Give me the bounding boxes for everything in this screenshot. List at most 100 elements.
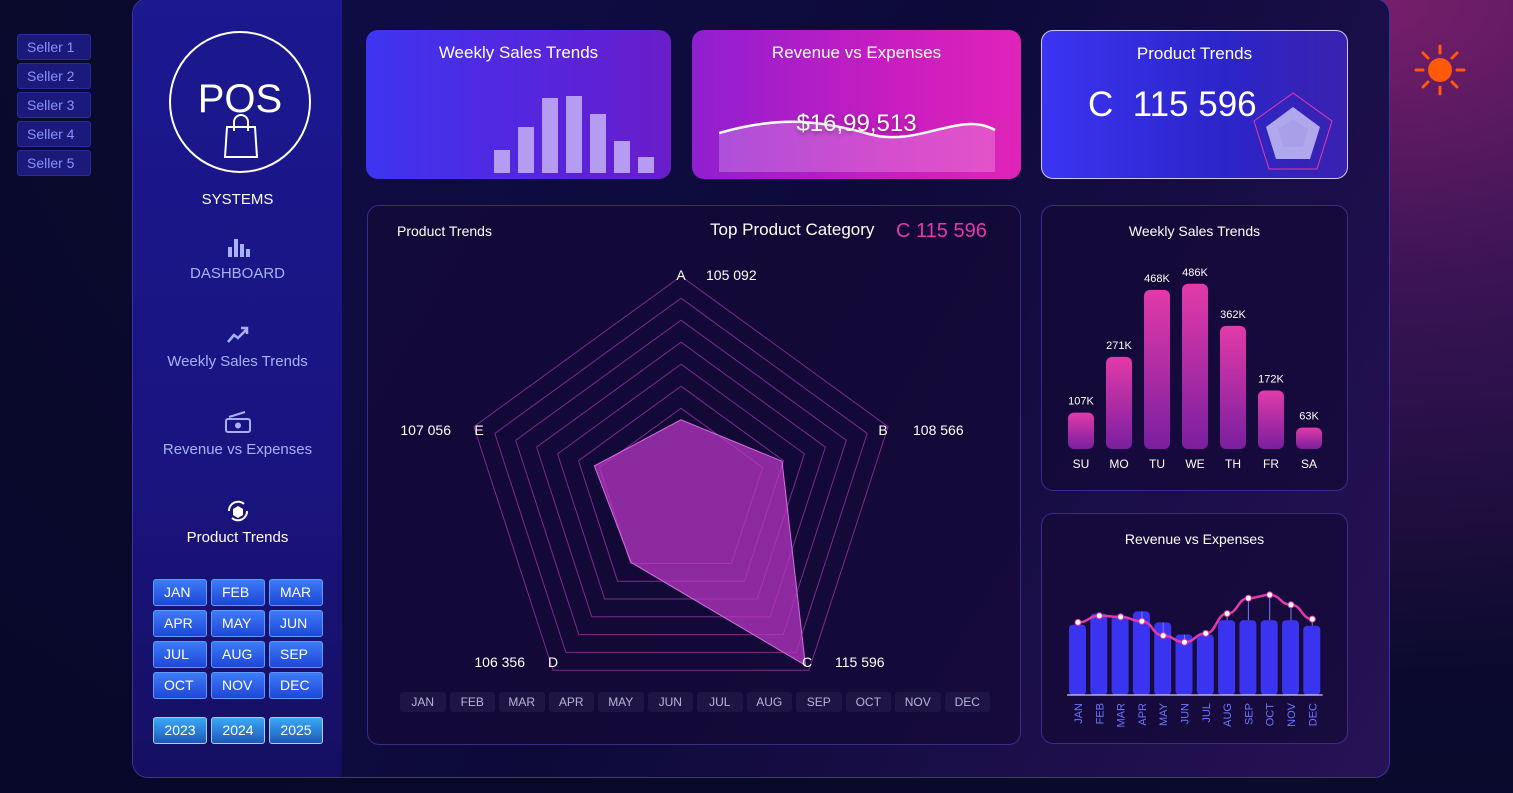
year-2024-button[interactable]: 2024 xyxy=(211,717,265,744)
radar-category-label: A xyxy=(676,267,686,283)
trend-up-icon xyxy=(226,326,248,343)
radar-panel-title: Product Trends xyxy=(397,223,492,239)
weekly-bar xyxy=(1220,325,1246,449)
revenue-card[interactable]: Revenue vs Expenses $16,99,513 xyxy=(692,30,1021,179)
month-jun-button[interactable]: JUN xyxy=(269,610,323,637)
strip-month-oct[interactable]: OCT xyxy=(845,692,891,712)
revexp-bar xyxy=(1218,620,1236,695)
nav-product-trends-label: Product Trends xyxy=(186,529,289,546)
top-category-label: Top Product Category xyxy=(710,220,875,239)
strip-month-nov[interactable]: NOV xyxy=(895,692,941,712)
strip-month-feb[interactable]: FEB xyxy=(449,692,495,712)
strip-month-aug[interactable]: AUG xyxy=(746,692,792,712)
month-jan-button[interactable]: JAN xyxy=(153,579,207,606)
year-2025-button[interactable]: 2025 xyxy=(269,717,323,744)
month-oct-button[interactable]: OCT xyxy=(153,672,207,699)
strip-month-jul[interactable]: JUL xyxy=(697,692,743,712)
weekly-bar xyxy=(1258,390,1284,449)
revexp-point xyxy=(1244,594,1252,602)
weekly-sales-card[interactable]: Weekly Sales Trends xyxy=(366,30,671,179)
month-dec-button[interactable]: DEC xyxy=(269,672,323,699)
revexp-month-label: MAR xyxy=(1116,703,1128,728)
revexp-month-label: JUN xyxy=(1180,703,1192,724)
revexp-point xyxy=(1117,613,1125,621)
revexp-bar xyxy=(1069,624,1086,695)
weekly-bar xyxy=(1068,412,1094,449)
radar-category-label: E xyxy=(474,422,483,438)
product-trends-panel: Product Trends Top Product Category C 11… xyxy=(367,205,1021,745)
weekly-bar-chart: 107K SU 271K MO 468K TU 486K WE 362K TH 172K FR 63K S… xyxy=(1068,267,1322,471)
nav-dashboard[interactable]: DASHBOARD xyxy=(133,235,342,282)
radar-value-label: 106 356 xyxy=(474,654,525,670)
nav-product-trends[interactable]: Product Trends xyxy=(133,499,342,546)
radar-grid-ring xyxy=(557,363,805,600)
money-icon xyxy=(224,411,251,433)
seller-2-button[interactable]: Seller 2 xyxy=(17,63,91,89)
month-aug-button[interactable]: AUG xyxy=(211,641,265,668)
revexp-month-label: JUL xyxy=(1201,703,1213,723)
seller-4-button[interactable]: Seller 4 xyxy=(17,121,91,147)
month-jul-button[interactable]: JUL xyxy=(153,641,207,668)
nav-weekly-sales-label: Weekly Sales Trends xyxy=(167,353,308,370)
weekly-day-label: TU xyxy=(1149,457,1165,471)
seller-5-button[interactable]: Seller 5 xyxy=(17,150,91,176)
month-selector: JAN FEB MAR APR MAY JUN JUL AUG SEP OCT … xyxy=(153,579,323,699)
month-nov-button[interactable]: NOV xyxy=(211,672,265,699)
shopping-bag-icon xyxy=(223,114,259,158)
nav-revenue-expenses[interactable]: Revenue vs Expenses xyxy=(133,411,342,458)
weekly-day-label: TH xyxy=(1225,457,1241,471)
revexp-bar xyxy=(1111,615,1129,695)
revexp-bar xyxy=(1260,620,1278,695)
nav-weekly-sales[interactable]: Weekly Sales Trends xyxy=(133,323,342,370)
product-card-value: C 115 596 xyxy=(1088,85,1257,124)
month-sep-button[interactable]: SEP xyxy=(269,641,323,668)
weekly-bar-label: 468K xyxy=(1144,273,1170,285)
revexp-bar xyxy=(1303,625,1321,695)
strip-month-jan[interactable]: JAN xyxy=(400,692,446,712)
radar-grid-ring xyxy=(515,319,847,636)
strip-month-mar[interactable]: MAR xyxy=(499,692,545,712)
product-mini-radar xyxy=(1253,92,1333,170)
strip-month-may[interactable]: MAY xyxy=(598,692,644,712)
revexp-bar xyxy=(1175,634,1193,695)
dashboard-frame: POS SYSTEMS DASHBOARD Weekly Sales Trend… xyxy=(132,0,1390,778)
radar-data-area xyxy=(593,419,807,667)
weekly-day-label: FR xyxy=(1263,457,1279,471)
month-apr-button[interactable]: APR xyxy=(153,610,207,637)
nav-dashboard-label: DASHBOARD xyxy=(189,265,286,282)
strip-month-apr[interactable]: APR xyxy=(548,692,594,712)
year-2023-button[interactable]: 2023 xyxy=(153,717,207,744)
revexp-point xyxy=(1095,612,1103,620)
revexp-bar xyxy=(1154,622,1172,695)
strip-month-jun[interactable]: JUN xyxy=(647,692,693,712)
revexp-month-label: AUG xyxy=(1222,703,1234,727)
strip-month-dec[interactable]: DEC xyxy=(944,692,990,712)
revexp-bar xyxy=(1196,634,1214,695)
weekly-bar-label: 107K xyxy=(1068,396,1094,408)
weekly-bar-label: 362K xyxy=(1220,309,1246,321)
revexp-bar xyxy=(1282,620,1299,695)
strip-month-sep[interactable]: SEP xyxy=(796,692,842,712)
radar-chart: A 105 092 B 108 566 C 115 596 D 106 356 E 107 056 xyxy=(400,267,964,671)
month-feb-button[interactable]: FEB xyxy=(211,579,265,606)
revenue-card-title: Revenue vs Expenses xyxy=(771,43,942,62)
year-selector: 2023 2024 2025 xyxy=(153,717,323,744)
product-trends-card[interactable]: Product Trends C 115 596 xyxy=(1041,30,1348,179)
radar-value-label: 105 092 xyxy=(706,267,757,283)
month-may-button[interactable]: MAY xyxy=(211,610,265,637)
revexp-point xyxy=(1308,615,1316,623)
weekly-bar-label: 271K xyxy=(1106,340,1132,352)
logo: POS xyxy=(169,31,311,173)
revexp-point xyxy=(1223,610,1231,618)
seller-1-button[interactable]: Seller 1 xyxy=(17,34,91,60)
revexp-month-label: NOV xyxy=(1286,702,1298,727)
sidebar: POS SYSTEMS DASHBOARD Weekly Sales Trend… xyxy=(133,0,342,777)
month-mar-button[interactable]: MAR xyxy=(269,579,323,606)
revexp-month-label: APR xyxy=(1137,703,1149,726)
seller-3-button[interactable]: Seller 3 xyxy=(17,92,91,118)
sun-icon[interactable] xyxy=(1414,44,1466,96)
weekly-card-title: Weekly Sales Trends xyxy=(438,43,599,62)
radar-grid-ring xyxy=(473,275,889,671)
box-cycle-icon xyxy=(227,500,248,522)
weekly-bar xyxy=(1106,356,1132,449)
